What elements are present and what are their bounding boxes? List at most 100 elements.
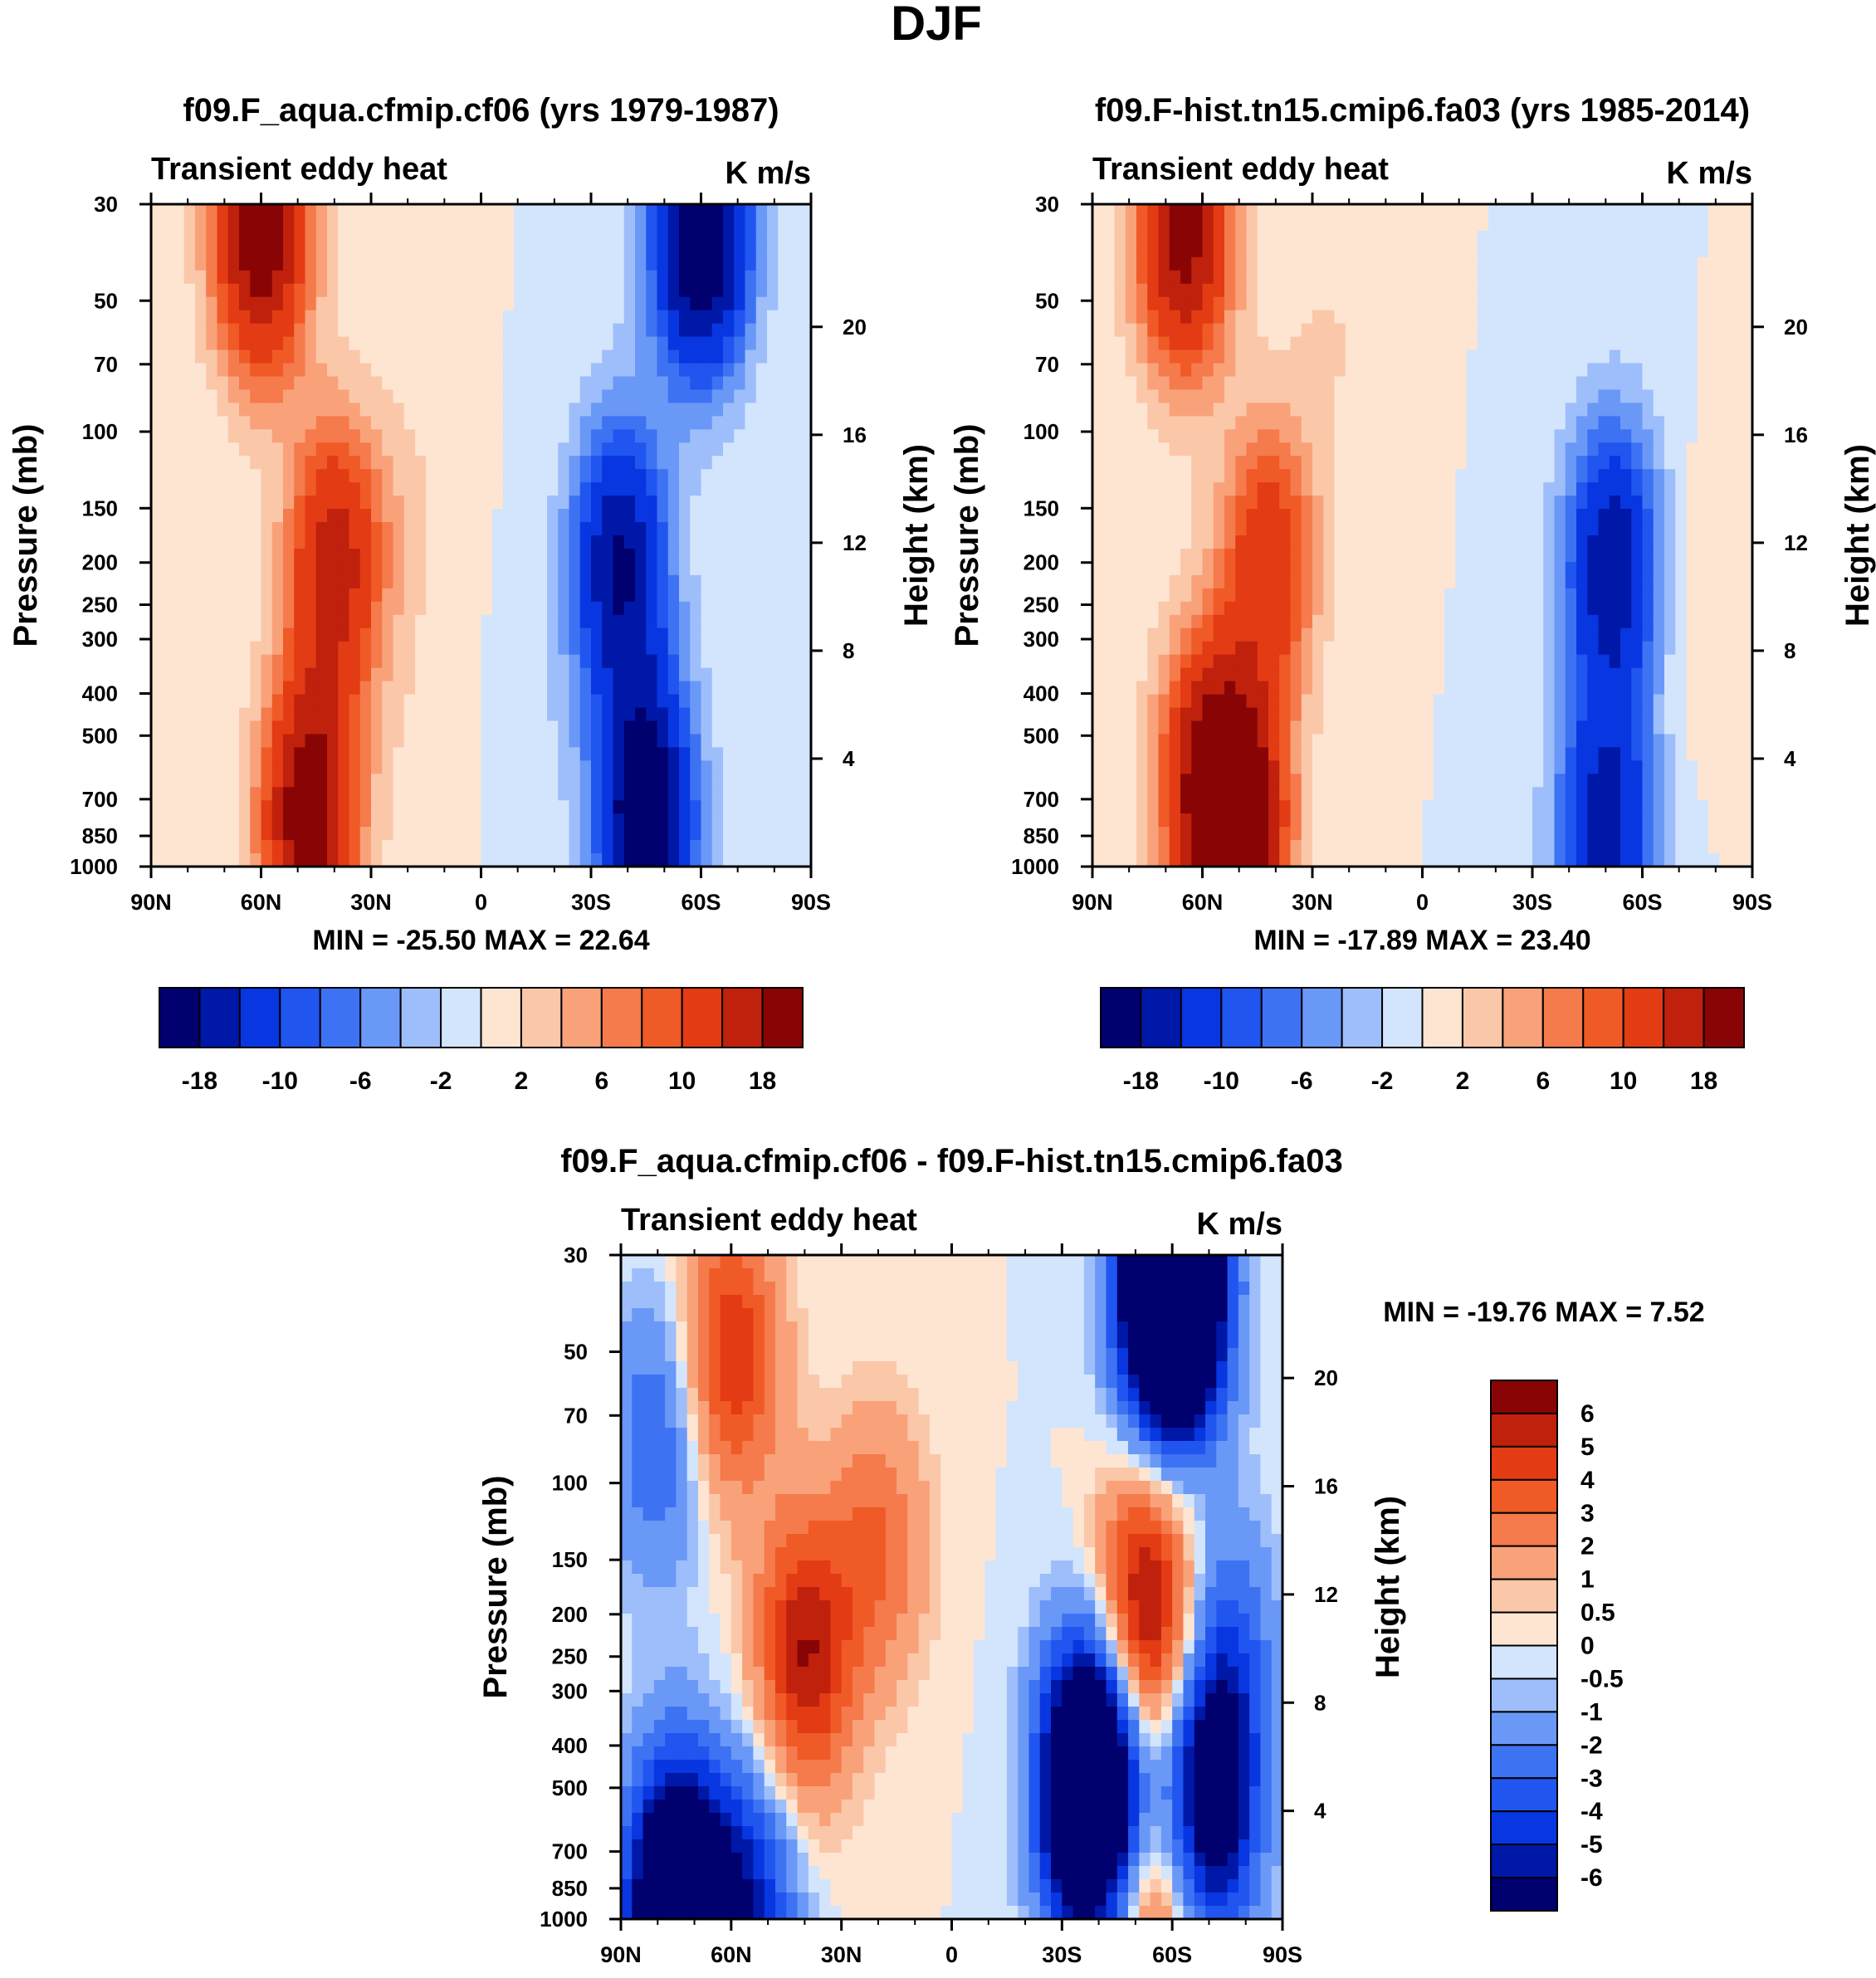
field-cell: [227, 376, 240, 391]
field-cell: [426, 694, 438, 709]
field-cell: [701, 270, 713, 285]
field-cell: [283, 774, 295, 788]
field-cell: [1301, 429, 1313, 443]
field-cell: [1323, 217, 1336, 232]
field-cell: [437, 694, 449, 709]
field-cell: [547, 442, 559, 457]
field-cell: [1411, 376, 1424, 391]
field-cell: [1389, 349, 1401, 364]
field-cell: [173, 349, 185, 364]
field-cell: [426, 482, 438, 496]
field-cell: [755, 522, 768, 536]
field-cell: [646, 522, 658, 536]
field-cell: [701, 720, 713, 735]
field-cell: [1488, 416, 1500, 430]
field-cell: [1730, 256, 1742, 271]
field-cell: [1279, 588, 1292, 603]
field-cell: [261, 628, 273, 642]
field-cell: [1499, 217, 1512, 232]
field-cell: [1378, 363, 1390, 378]
field-cell: [591, 509, 603, 523]
field-cell: [503, 840, 515, 854]
x-tick-label: 60S: [681, 890, 721, 915]
field-cell: [799, 827, 812, 841]
field-cell: [755, 310, 768, 325]
field-cell: [1477, 283, 1489, 298]
field-cell: [1653, 336, 1665, 351]
field-cell: [173, 614, 185, 629]
field-cell: [437, 574, 449, 589]
field-cell: [1719, 496, 1732, 510]
field-cell: [151, 614, 163, 629]
field-cell: [338, 217, 350, 232]
field-cell: [470, 734, 482, 748]
field-cell: [745, 654, 757, 669]
field-cell: [382, 840, 394, 854]
field-cell: [723, 561, 735, 576]
field-cell: [403, 681, 416, 696]
field-cell: [1312, 588, 1324, 603]
field-cell: [1697, 230, 1709, 245]
field-cell: [382, 561, 394, 576]
field-cell: [183, 296, 196, 311]
field-cell: [1499, 204, 1512, 218]
field-cell: [602, 376, 614, 391]
field-cell: [1246, 363, 1258, 378]
field-cell: [305, 800, 317, 814]
field-cell: [514, 760, 526, 774]
field-cell: [271, 217, 284, 232]
field-cell: [1356, 389, 1368, 403]
field-cell: [701, 641, 713, 656]
field-cell: [283, 442, 295, 457]
field-cell: [1257, 522, 1269, 536]
field-cell: [1235, 204, 1248, 218]
field-cell: [403, 853, 416, 867]
field-cell: [778, 230, 790, 245]
field-cell: [1125, 204, 1137, 218]
field-cell: [558, 363, 570, 378]
field-cell: [1202, 283, 1214, 298]
field-cell: [1741, 403, 1753, 417]
field-cell: [657, 442, 669, 457]
field-cell: [315, 296, 328, 311]
field-cell: [547, 734, 559, 748]
field-cell: [1664, 416, 1676, 430]
field-cell: [359, 296, 372, 311]
field-cell: [327, 800, 339, 814]
field-cell: [623, 628, 636, 642]
field-cell: [767, 204, 779, 218]
field-cell: [470, 694, 482, 709]
field-cell: [558, 509, 570, 523]
field-cell: [1499, 482, 1512, 496]
field-cell: [623, 574, 636, 589]
field-cell: [437, 296, 449, 311]
field-cell: [1653, 256, 1665, 271]
field-cell: [635, 204, 647, 218]
field-cell: [195, 601, 207, 616]
field-cell: [1587, 548, 1600, 563]
field-cell: [491, 243, 504, 258]
field-cell: [359, 601, 372, 616]
field-cell: [525, 403, 537, 417]
field-cell: [1246, 588, 1258, 603]
field-cell: [613, 217, 625, 232]
field-cell: [1136, 363, 1148, 378]
field-cell: [1158, 230, 1170, 245]
field-cell: [1488, 336, 1500, 351]
field-cell: [1378, 349, 1390, 364]
field-cell: [183, 641, 196, 656]
field-cell: [701, 654, 713, 669]
field-cell: [514, 456, 526, 470]
field-cell: [1565, 270, 1577, 285]
field-cell: [1323, 376, 1336, 391]
field-cell: [415, 349, 427, 364]
field-cell: [734, 774, 746, 788]
field-cell: [1345, 509, 1357, 523]
field-cell: [1257, 469, 1269, 483]
field-cell: [635, 535, 647, 549]
field-cell: [1510, 256, 1522, 271]
field-cell: [1169, 588, 1181, 603]
field-cell: [415, 800, 427, 814]
field-cell: [1312, 270, 1324, 285]
field-cell: [217, 694, 229, 709]
